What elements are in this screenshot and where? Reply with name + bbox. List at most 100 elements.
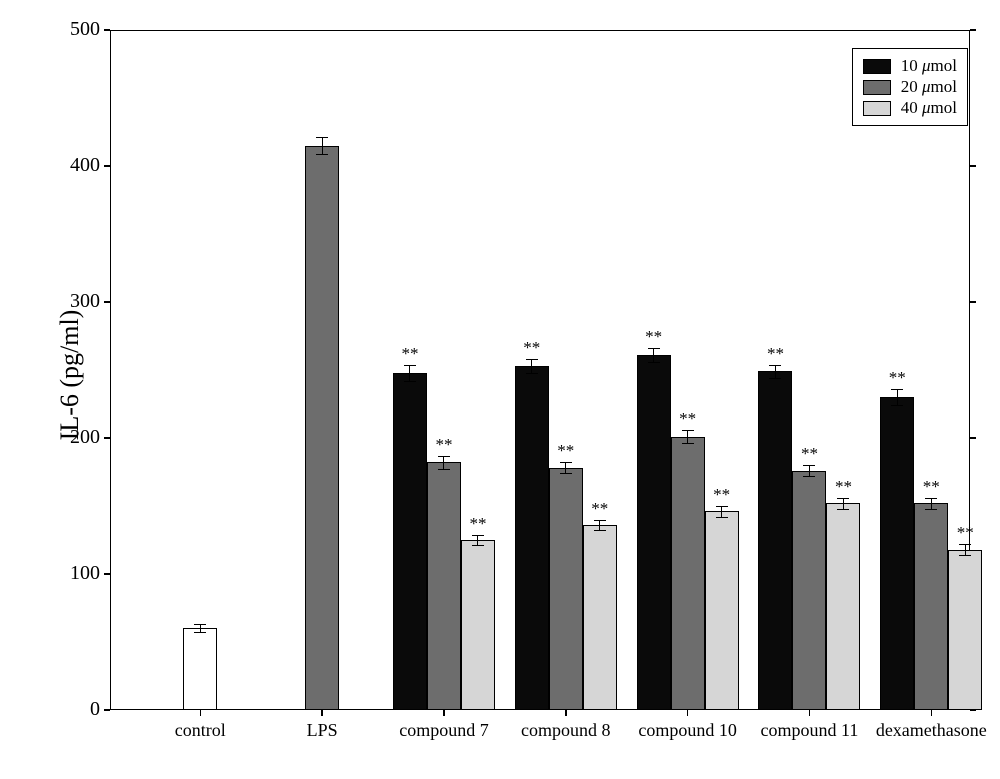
error-bar: [931, 498, 932, 509]
error-bar-cap: [438, 469, 450, 470]
legend-label: 40 μmol: [901, 98, 957, 118]
error-bar: [565, 462, 566, 473]
error-bar-cap: [438, 456, 450, 457]
significance-label: **: [469, 514, 486, 534]
bar: [948, 550, 982, 710]
xtick-label: LPS: [307, 720, 338, 741]
ytick-mark: [104, 165, 110, 167]
ytick-mark: [104, 29, 110, 31]
xtick-label: compound 11: [761, 720, 859, 741]
significance-label: **: [523, 338, 540, 358]
error-bar: [775, 365, 776, 379]
significance-label: **: [645, 327, 662, 347]
error-bar: [477, 535, 478, 546]
error-bar: [809, 465, 810, 476]
xtick-label: compound 10: [638, 720, 737, 741]
error-bar: [965, 544, 966, 555]
bar: [461, 540, 495, 710]
significance-label: **: [591, 499, 608, 519]
ytick-mark: [970, 301, 976, 303]
significance-label: **: [923, 477, 940, 497]
error-bar-cap: [648, 362, 660, 363]
error-bar: [531, 359, 532, 373]
error-bar-cap: [891, 405, 903, 406]
error-bar: [897, 389, 898, 405]
ytick-mark: [104, 573, 110, 575]
error-bar-cap: [837, 509, 849, 510]
error-bar-cap: [891, 389, 903, 390]
chart-container: IL-6 (pg/ml) 10 μmol20 μmol40 μmol 01002…: [0, 0, 1000, 779]
error-bar: [443, 456, 444, 470]
legend-item: 20 μmol: [863, 77, 957, 97]
error-bar-cap: [472, 535, 484, 536]
significance-label: **: [679, 409, 696, 429]
significance-label: **: [713, 485, 730, 505]
error-bar-cap: [925, 498, 937, 499]
bar: [914, 503, 948, 710]
error-bar-cap: [769, 365, 781, 366]
ytick-mark: [104, 301, 110, 303]
error-bar-cap: [316, 137, 328, 138]
legend: 10 μmol20 μmol40 μmol: [852, 48, 968, 126]
bar: [549, 468, 583, 710]
error-bar-cap: [959, 555, 971, 556]
legend-item: 40 μmol: [863, 98, 957, 118]
legend-label: 10 μmol: [901, 56, 957, 76]
xtick-label: dexamethasone: [876, 720, 987, 741]
error-bar: [200, 624, 201, 632]
significance-label: **: [401, 344, 418, 364]
error-bar: [409, 365, 410, 381]
bar: [792, 471, 826, 710]
bar: [183, 628, 217, 710]
xtick-label: control: [175, 720, 226, 741]
error-bar-cap: [803, 476, 815, 477]
bar: [671, 437, 705, 710]
xtick-mark: [565, 710, 567, 716]
legend-label: 20 μmol: [901, 77, 957, 97]
error-bar-cap: [716, 506, 728, 507]
legend-swatch: [863, 80, 891, 95]
error-bar-cap: [194, 632, 206, 633]
bar: [393, 373, 427, 710]
error-bar-cap: [560, 473, 572, 474]
error-bar-cap: [837, 498, 849, 499]
error-bar-cap: [316, 154, 328, 155]
error-bar-cap: [526, 359, 538, 360]
legend-swatch: [863, 101, 891, 116]
bar: [637, 355, 671, 710]
xtick-mark: [931, 710, 933, 716]
ytick-label: 200: [60, 426, 100, 449]
error-bar: [843, 498, 844, 509]
error-bar-cap: [560, 462, 572, 463]
xtick-label: compound 8: [521, 720, 611, 741]
bar: [705, 511, 739, 710]
ytick-label: 100: [60, 562, 100, 585]
xtick-mark: [443, 710, 445, 716]
bar: [427, 462, 461, 710]
error-bar: [322, 137, 323, 153]
error-bar-cap: [959, 544, 971, 545]
error-bar: [687, 430, 688, 444]
xtick-label: compound 7: [399, 720, 489, 741]
error-bar: [653, 348, 654, 362]
ytick-mark: [970, 437, 976, 439]
ytick-mark: [970, 165, 976, 167]
error-bar-cap: [682, 443, 694, 444]
error-bar-cap: [194, 624, 206, 625]
xtick-mark: [809, 710, 811, 716]
significance-label: **: [835, 477, 852, 497]
ytick-mark: [970, 29, 976, 31]
error-bar-cap: [472, 545, 484, 546]
ytick-label: 400: [60, 154, 100, 177]
error-bar-cap: [594, 520, 606, 521]
bar: [880, 397, 914, 710]
error-bar-cap: [769, 378, 781, 379]
error-bar: [721, 506, 722, 517]
significance-label: **: [435, 435, 452, 455]
error-bar-cap: [526, 373, 538, 374]
xtick-mark: [200, 710, 202, 716]
ytick-label: 0: [60, 698, 100, 721]
error-bar-cap: [716, 517, 728, 518]
ytick-mark: [104, 709, 110, 711]
bar: [515, 366, 549, 710]
